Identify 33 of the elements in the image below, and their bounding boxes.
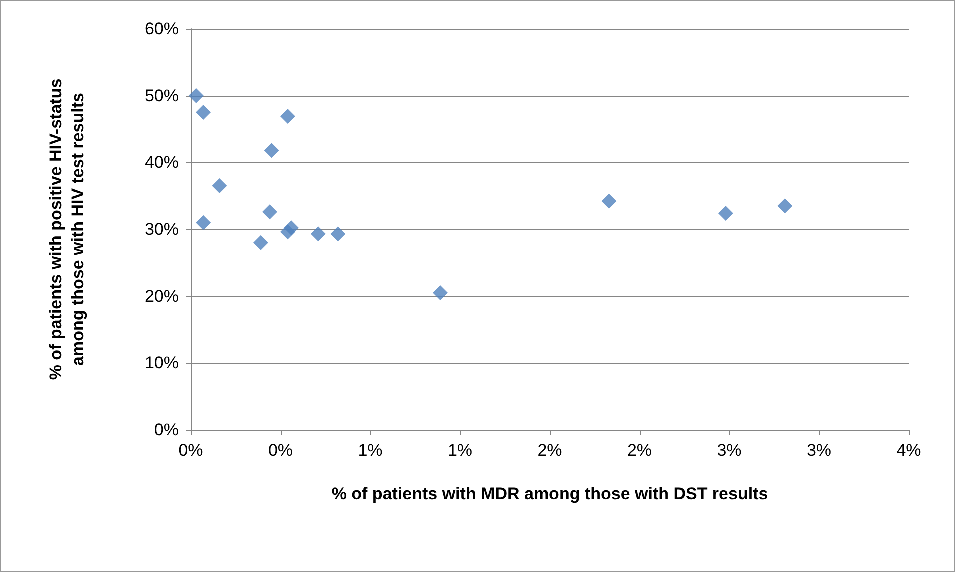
- x-tick-label: 2%: [538, 441, 562, 460]
- x-tick-label: 0%: [268, 441, 294, 460]
- y-tick-label: 40%: [144, 153, 179, 172]
- y-tick-label: 10%: [144, 354, 179, 373]
- point: [196, 105, 212, 120]
- point: [284, 220, 300, 236]
- x-tick-label: 3%: [806, 441, 832, 460]
- point: [254, 235, 269, 250]
- x-tick-label: 1%: [358, 441, 383, 460]
- point: [330, 226, 346, 242]
- point: [602, 194, 617, 209]
- point: [212, 178, 228, 194]
- point: [262, 204, 278, 220]
- point: [718, 206, 734, 221]
- y-tick-label: 20%: [144, 286, 179, 306]
- y-axis-title: % of patients with positive HIV-status among those with HIV test results: [46, 78, 88, 380]
- point: [188, 88, 204, 104]
- point: [196, 215, 212, 230]
- point: [433, 285, 448, 300]
- y-tick-label: 50%: [144, 86, 179, 106]
- point: [310, 226, 326, 242]
- y-tick-label: 30%: [144, 220, 179, 239]
- x-tick-label: 3%: [717, 441, 742, 460]
- x-tick-label: 4%: [896, 441, 922, 460]
- point: [778, 198, 793, 214]
- y-tick-label: 0%: [154, 420, 179, 440]
- point: [264, 143, 280, 158]
- x-tick-label: 1%: [448, 441, 473, 460]
- y-tick-label: 60%: [144, 20, 179, 38]
- x-tick-label: 2%: [627, 441, 652, 460]
- point: [280, 109, 296, 124]
- x-axis-title: % of patients with MDR among those with DST results: [332, 484, 768, 504]
- x-tick-label: 0%: [178, 441, 204, 460]
